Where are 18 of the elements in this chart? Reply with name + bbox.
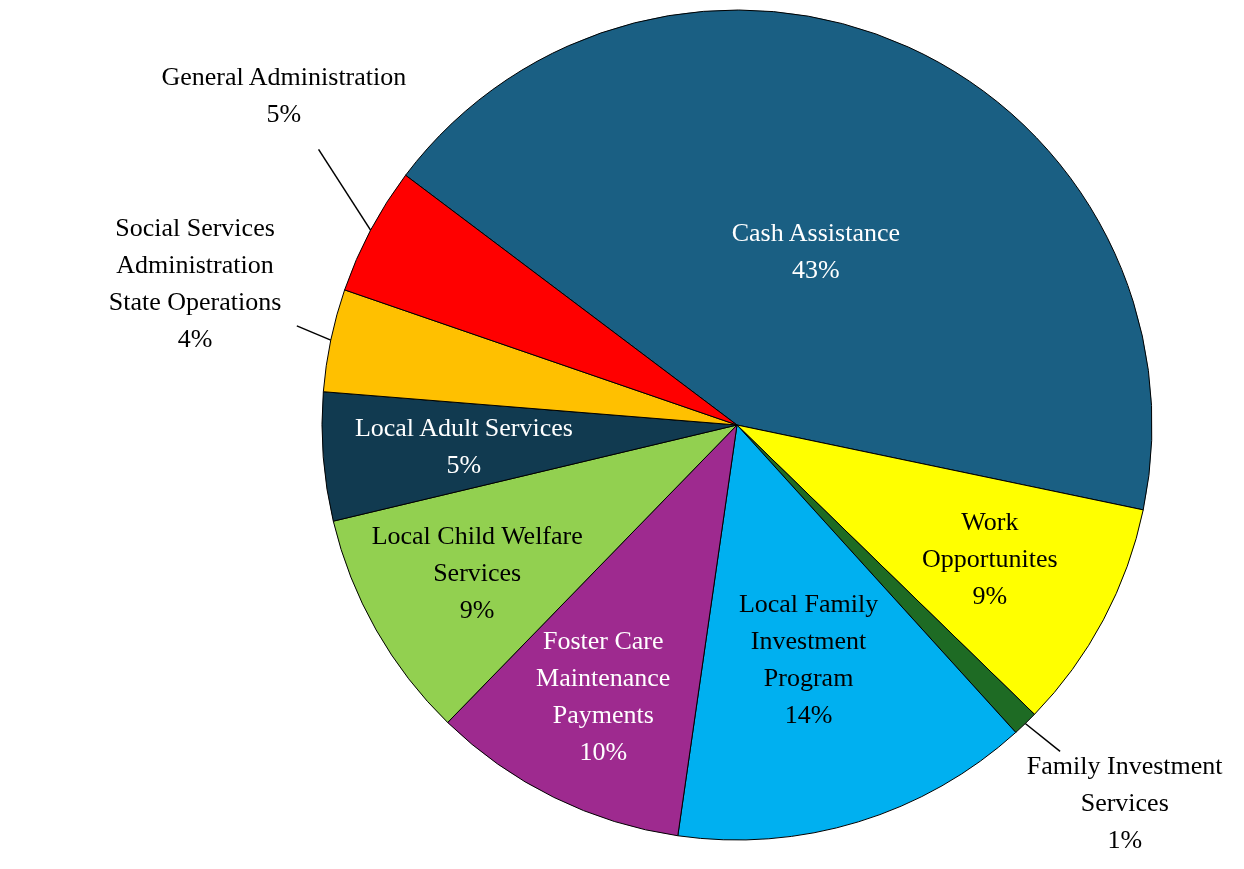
slice-label: Local Child Welfare Services xyxy=(371,520,583,587)
slice-label: Foster Care Maintenance Payments xyxy=(536,626,671,730)
slice-label: Work Opportunites xyxy=(921,507,1058,574)
slice-label: Family Investment Services xyxy=(1026,751,1224,818)
data-label: 9% xyxy=(972,581,1008,611)
data-label: 43% xyxy=(792,254,840,284)
slice-label: Local Family Investment Program xyxy=(738,588,879,692)
slice-label: Cash Assistance xyxy=(731,217,900,247)
slice-label: Social Services Administration State Operations xyxy=(108,212,282,316)
data-label: 1% xyxy=(1107,825,1143,855)
data-label: 5% xyxy=(266,99,302,129)
data-label: 10% xyxy=(579,737,628,767)
data-label: 4% xyxy=(177,323,213,353)
data-label: 9% xyxy=(459,594,495,624)
data-label: 14% xyxy=(784,699,833,729)
slice-label: Local Adult Services xyxy=(354,412,573,442)
data-label: 5% xyxy=(446,449,482,479)
slice-label: General Administration xyxy=(161,62,407,92)
